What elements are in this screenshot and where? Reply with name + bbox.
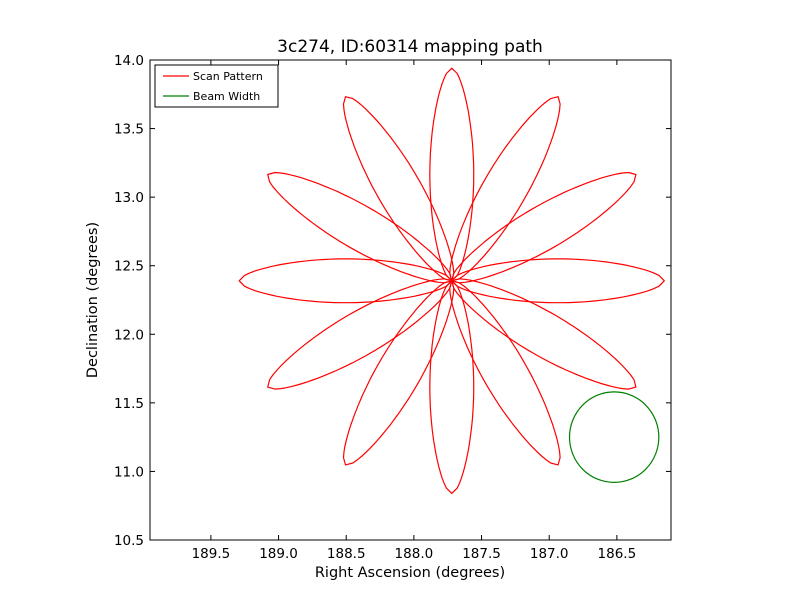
scan-petal bbox=[342, 96, 455, 282]
y-tick-label: 13.0 bbox=[114, 190, 144, 206]
beam-width-circle bbox=[568, 391, 660, 483]
y-tick-label: 12.5 bbox=[114, 259, 144, 275]
scan-petal bbox=[342, 280, 455, 466]
scan-petal bbox=[238, 258, 453, 304]
scan-petal bbox=[451, 278, 637, 390]
y-tick-label: 11.5 bbox=[114, 396, 144, 412]
scan-petal bbox=[267, 278, 453, 390]
y-tick-label: 11.0 bbox=[114, 464, 144, 480]
scan-petal bbox=[429, 280, 475, 494]
x-tick-label: 189.5 bbox=[192, 546, 231, 562]
x-tick-label: 187.0 bbox=[530, 546, 569, 562]
legend-label-beam-width: Beam Width bbox=[193, 90, 260, 103]
scan-pattern-series bbox=[238, 67, 665, 494]
x-tick-label: 189.0 bbox=[259, 546, 298, 562]
scan-petal bbox=[451, 258, 665, 304]
legend: Scan Pattern Beam Width bbox=[154, 64, 279, 108]
y-tick-label: 12.0 bbox=[114, 327, 144, 343]
plot-frame bbox=[149, 59, 672, 541]
x-tick-label: 188.5 bbox=[327, 546, 366, 562]
y-tick-label: 13.5 bbox=[114, 122, 144, 138]
x-axis-label: Right Ascension (degrees) bbox=[315, 565, 505, 581]
chart-title: 3c274, ID:60314 mapping path bbox=[277, 37, 543, 57]
scan-petal bbox=[429, 67, 475, 282]
y-tick-label: 14.0 bbox=[114, 53, 144, 69]
y-tick-label: 10.5 bbox=[114, 533, 144, 549]
x-tick-label: 187.5 bbox=[462, 546, 501, 562]
x-tick-label: 188.0 bbox=[395, 546, 434, 562]
x-tick-label: 186.5 bbox=[598, 546, 637, 562]
legend-label-scan-pattern: Scan Pattern bbox=[193, 70, 263, 83]
scan-petal bbox=[449, 280, 561, 466]
legend-box bbox=[154, 64, 279, 108]
scan-petal bbox=[449, 96, 561, 282]
y-axis-label: Declination (degrees) bbox=[85, 222, 101, 378]
scan-petal bbox=[451, 171, 637, 284]
scan-petal bbox=[267, 171, 453, 284]
